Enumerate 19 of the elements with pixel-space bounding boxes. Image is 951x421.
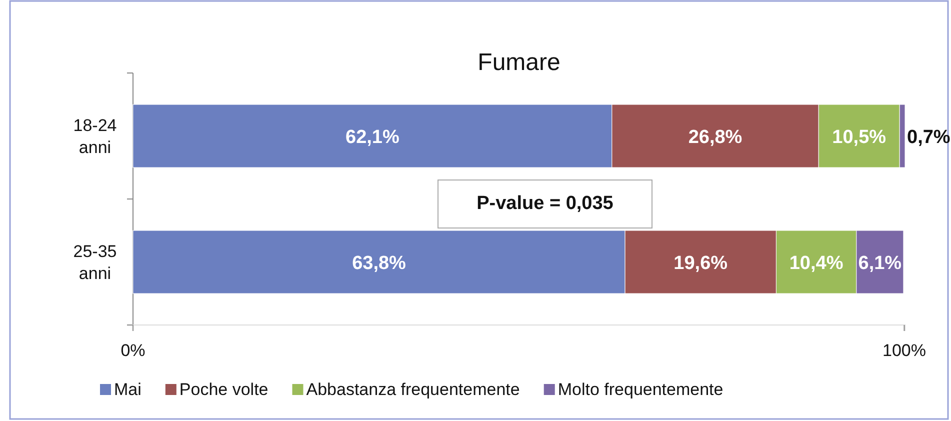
legend-label: Abbastanza frequentemente: [306, 380, 520, 399]
chart-title: Fumare: [478, 49, 560, 76]
data-label: 10,5%: [832, 127, 886, 148]
legend-label: Molto frequentemente: [558, 380, 724, 399]
legend-label: Mai: [114, 380, 142, 399]
x-tick-label: 100%: [882, 341, 926, 360]
data-label: 19,6%: [674, 253, 728, 274]
data-label: 10,4%: [789, 253, 844, 274]
x-tick-label: 0%: [120, 341, 146, 360]
annotation: P-value = 0,035: [476, 193, 614, 214]
y-tick-label: 25-35 anni: [73, 242, 117, 283]
data-label: 62,1%: [346, 127, 400, 148]
data-label: 63,8%: [352, 253, 406, 274]
data-label: 0,7%: [907, 127, 950, 148]
legend-label: Poche volte: [179, 380, 268, 399]
text-box: P-value = 0,035: [438, 180, 652, 228]
data-label: 26,8%: [688, 127, 742, 148]
data-label: 6,1%: [858, 253, 902, 274]
y-tick-label: 18-24 anni: [73, 116, 117, 157]
